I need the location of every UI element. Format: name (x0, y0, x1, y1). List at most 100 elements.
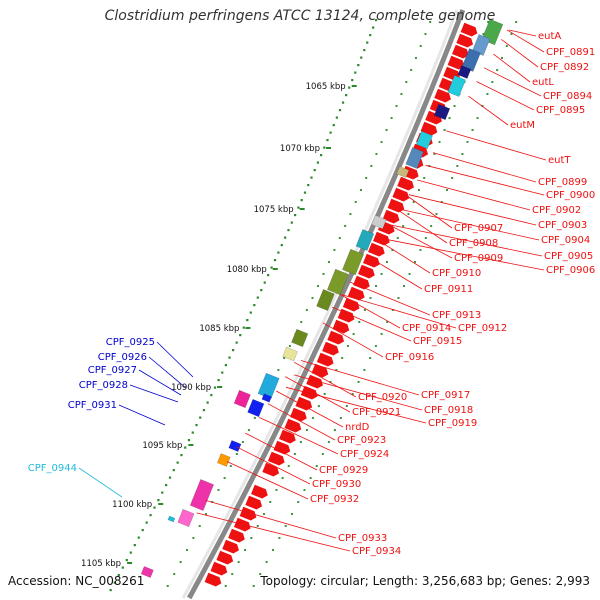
leader-line (300, 360, 420, 396)
gene-arrow-red-shape (251, 484, 268, 499)
track-dot (487, 21, 490, 23)
gene-arrow-red (216, 550, 234, 565)
tick-label: 1090 kbp (171, 383, 211, 393)
gene-arrow-red (295, 396, 313, 411)
leader-line (341, 294, 457, 329)
gene-arrow-red-shape (368, 242, 385, 257)
track-dot (505, 45, 508, 47)
tick-label: 1065 kbp (306, 82, 346, 92)
gene-block (447, 75, 466, 97)
track-dot (287, 465, 290, 467)
leader-line (417, 179, 531, 211)
track-dot (346, 345, 349, 347)
leader-line (196, 512, 351, 552)
ruler-dot (313, 169, 316, 172)
track-dot (424, 237, 427, 239)
ruler-dot (307, 184, 310, 187)
ruler-dot (360, 56, 363, 59)
track-dot (322, 273, 325, 275)
ruler-dot (235, 341, 238, 344)
ruler-dot (267, 274, 270, 277)
ruler-dot (149, 514, 152, 517)
leader-line (408, 194, 537, 226)
gene-label: CPF_0944 (28, 463, 77, 474)
gene-arrow-red-shape (347, 286, 365, 301)
gene-block (177, 508, 195, 528)
track-dot (275, 489, 278, 491)
gene-arrow-red-shape (210, 561, 228, 576)
track-dot (486, 93, 489, 95)
ruler-dot (184, 446, 187, 449)
leader-line (259, 417, 339, 455)
track-dot (252, 585, 255, 587)
gene-label: CPF_0916 (385, 352, 434, 363)
track-dot (241, 441, 244, 443)
gene-block-body (167, 515, 176, 523)
track-dot (321, 453, 324, 455)
gene-label: CPF_0917 (421, 390, 470, 401)
gene-block-body (216, 453, 231, 467)
track-dot (435, 213, 438, 215)
gene-block-body (233, 389, 251, 409)
gene-arrow-red-shape (452, 44, 469, 59)
gene-label: CPF_0907 (454, 223, 503, 234)
gene-block (355, 229, 375, 251)
track-dot (358, 321, 361, 323)
genome-summary-text: Topology: circular; Length: 3,256,683 bp… (260, 574, 590, 588)
ruler-dot (277, 251, 280, 254)
gene-arrow-red-shape (306, 374, 323, 389)
leader-line (129, 384, 179, 403)
gene-arrow-red-shape (295, 396, 313, 411)
ruler-dot (345, 94, 348, 97)
track-dot (417, 189, 420, 191)
tick-label: 1075 kbp (254, 205, 294, 215)
gene-label: CPF_0923 (337, 435, 386, 446)
gene-arrow-red-shape (353, 275, 370, 290)
gene-label: CPF_0905 (544, 251, 593, 262)
map-title: Clostridium perfringens ATCC 13124, comp… (104, 8, 496, 24)
track-dot (235, 453, 238, 455)
track-dot (369, 297, 372, 299)
gene-block (247, 398, 265, 418)
gene-block (261, 393, 272, 403)
ruler-dot (125, 559, 128, 562)
tick-label: 1080 kbp (227, 265, 267, 275)
gene-arrow-red (228, 528, 245, 543)
track-dot (223, 477, 226, 479)
ruler-dot (320, 154, 323, 157)
gene-arrow-red-shape (273, 440, 291, 455)
track-dot (419, 249, 422, 251)
ruler-dot (168, 476, 172, 479)
track-dot (291, 513, 294, 515)
track-dot (397, 297, 400, 299)
gene-arrow-red (222, 539, 239, 554)
gene-label: CPF_0928 (79, 380, 128, 391)
leader-line (501, 39, 539, 68)
ruler-dot (363, 49, 366, 52)
gene-block-body (326, 268, 349, 296)
ruler-dot (180, 454, 183, 457)
track-dot (515, 21, 518, 23)
track-dot (327, 441, 330, 443)
track-dot (297, 501, 300, 503)
gene-arrow-red (327, 330, 345, 345)
track-dot (323, 393, 326, 395)
gene-block (233, 389, 251, 409)
track-dot (333, 249, 336, 251)
ruler-dot (260, 289, 263, 292)
gene-arrow-red (452, 44, 469, 59)
leader-line (138, 369, 182, 396)
gene-block-body (316, 289, 335, 311)
ruler-dots (109, 19, 378, 592)
ruler-dot (109, 589, 112, 592)
gene-arrow-red-shape (284, 418, 302, 433)
gene-block (291, 328, 309, 348)
gene-arrow-red-shape (228, 528, 245, 543)
track-dot (374, 345, 377, 347)
ruler-dot (310, 176, 313, 179)
gene-arrow-red (239, 506, 257, 521)
ruler-dot (145, 521, 148, 524)
ruler-dot (141, 529, 144, 532)
track-dot (438, 141, 441, 143)
track-dot (395, 105, 398, 107)
